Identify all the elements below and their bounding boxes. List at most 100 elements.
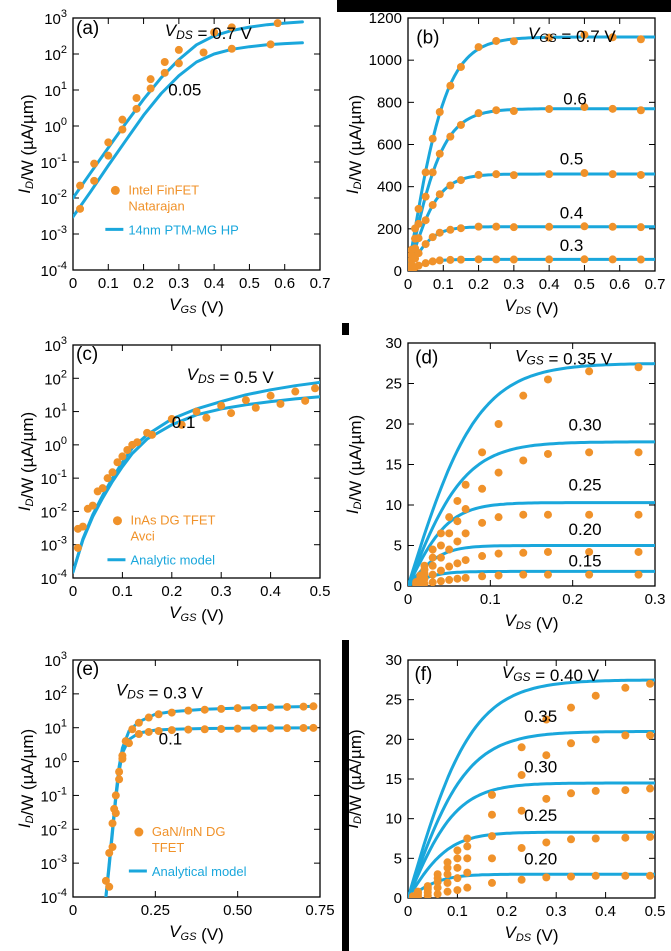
x-tick-label: 0 [69, 275, 77, 292]
y-tick-exp: -2 [57, 188, 67, 200]
y-tick-label: 800 [377, 94, 402, 111]
data-point [101, 876, 110, 885]
x-tick-label: 0.3 [168, 275, 189, 292]
data-point [474, 109, 483, 118]
y-tick-exp: 1 [61, 80, 67, 92]
panel-label: (b) [416, 27, 439, 48]
y-tick-base: 10 [44, 405, 61, 422]
x-axis-label: VDS (V) [504, 923, 558, 945]
y-axis-label: ID/W (µA/µm) [15, 729, 37, 828]
data-point [591, 786, 600, 795]
curve-annotation: VDS = 0.7 V [165, 21, 253, 43]
model-curve [408, 781, 655, 898]
data-point [446, 181, 455, 190]
data-point [492, 106, 501, 115]
y-tick-exp: 3 [61, 650, 67, 662]
y-tick-base: 10 [41, 471, 58, 488]
data-point [210, 28, 219, 37]
corner-bar-low [342, 640, 349, 951]
data-point [266, 391, 275, 400]
data-point [463, 883, 472, 892]
legend-data-marker [110, 185, 120, 195]
data-point [273, 19, 282, 28]
data-point [542, 873, 551, 882]
y-tick-exp: 2 [61, 684, 67, 696]
data-point [217, 704, 226, 713]
data-point [108, 819, 117, 828]
plot-frame [407, 342, 656, 587]
data-point [227, 44, 236, 53]
y-tick-label: 10 [385, 811, 402, 828]
y-tick-base: 10 [41, 822, 58, 839]
data-point [167, 726, 176, 735]
y-axis-label: ID/W (µA/µm) [343, 95, 365, 194]
data-point [517, 771, 526, 780]
legend-data-label: Intel FinFET [128, 182, 199, 197]
data-point [428, 578, 437, 586]
y-tick-label: 103 [44, 8, 67, 28]
data-point [494, 513, 503, 522]
data-point [428, 553, 437, 562]
legend-model-label: 14nm PTM-MG HP [128, 222, 239, 237]
data-point [634, 448, 643, 457]
y-tick-label: 103 [44, 650, 67, 670]
x-tick-label: 0 [404, 903, 412, 920]
y-tick-base: 10 [41, 263, 58, 280]
data-point [474, 255, 483, 264]
data-point [461, 480, 470, 489]
y-tick-base: 10 [44, 371, 61, 388]
data-point [433, 883, 442, 892]
y-tick-label: 101 [44, 80, 67, 100]
x-tick-label: 0.2 [133, 275, 154, 292]
x-tick-label: 0.1 [447, 903, 468, 920]
x-tick-label: 0.2 [562, 591, 583, 608]
data-point [76, 181, 85, 190]
panel-b: 0 0.1 0.2 0.3 0.4 0.5 0.6 0.7 0 200 400 600 800 1000 1… [343, 10, 665, 318]
data-point [104, 138, 113, 147]
data-point [414, 249, 423, 258]
data-point [461, 556, 470, 565]
data-point [478, 484, 487, 493]
data-point [646, 679, 655, 688]
legend-data-label: InAs DG TFET [130, 513, 215, 528]
data-point [478, 572, 487, 581]
x-tick-label: 0.1 [433, 276, 454, 293]
model-curve [408, 35, 655, 271]
y-tick-label: 102 [44, 44, 67, 64]
corner-bar-top [337, 0, 671, 12]
curve-annotation: 0.1 [172, 413, 196, 432]
data-point [567, 739, 576, 748]
data-point [227, 409, 236, 418]
x-tick-label: 0 [69, 583, 77, 600]
data-point [456, 176, 465, 185]
data-point [428, 545, 437, 554]
data-point [146, 84, 155, 93]
y-tick-label: 10-2 [41, 188, 67, 208]
data-point [435, 190, 444, 199]
curve-annotation: 0.05 [168, 80, 201, 99]
data-point [545, 105, 554, 114]
data-point [492, 255, 501, 264]
data-point [435, 228, 444, 237]
data-point [154, 710, 163, 719]
model-curve [408, 544, 655, 586]
data-point [591, 691, 600, 700]
y-tick-label: 10-2 [41, 501, 67, 521]
data-point [461, 529, 470, 538]
x-tick-label: 0.5 [574, 276, 595, 293]
y-tick-base: 10 [41, 227, 58, 244]
panel-label: (c) [76, 344, 98, 365]
curve-annotation: VGS = 0.40 V [502, 663, 600, 685]
x-axis-label: VGS (V) [169, 603, 224, 625]
series-group [101, 702, 318, 897]
panel-label: (d) [415, 347, 438, 368]
model-curve [408, 225, 655, 271]
data-point [111, 809, 120, 818]
series-group [408, 362, 655, 586]
x-tick-label: 0.2 [468, 276, 489, 293]
data-point [428, 201, 437, 210]
model-curve [408, 872, 655, 898]
data-point [567, 872, 576, 881]
data-point [591, 735, 600, 744]
data-point [445, 513, 454, 522]
